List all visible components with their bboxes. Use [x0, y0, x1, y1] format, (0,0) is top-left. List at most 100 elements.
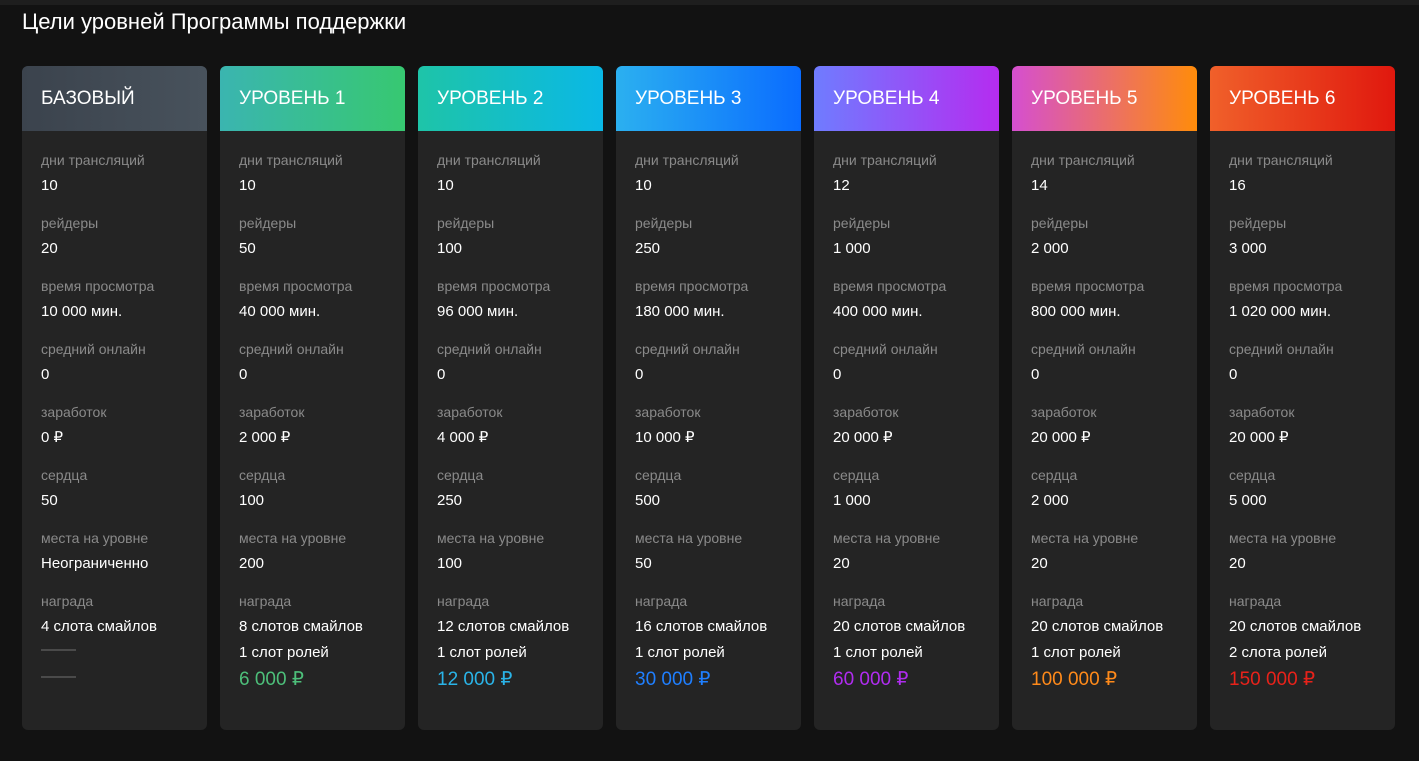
stat-raiders: рейдеры 100 [437, 215, 584, 260]
stat-label: заработок [239, 404, 305, 420]
stat-label: рейдеры [833, 215, 891, 231]
stat-avg-online: средний онлайн 0 [1229, 341, 1376, 386]
stat-raiders: рейдеры 20 [41, 215, 188, 260]
stat-label: дни трансляций [833, 152, 937, 168]
stat-label: сердца [437, 467, 484, 483]
level-card-body: дни трансляций 10 рейдеры 20 время просм… [22, 131, 207, 678]
level-card-5: УРОВЕНЬ 5 дни трансляций 14 рейдеры 2 00… [1012, 66, 1197, 730]
stat-label: награда [1031, 593, 1084, 609]
stat-label: средний онлайн [239, 341, 344, 357]
level-name: УРОВЕНЬ 2 [437, 87, 544, 109]
stat-label: средний онлайн [1031, 341, 1136, 357]
stat-slots: места на уровне 20 [1229, 530, 1376, 575]
stat-label: дни трансляций [1031, 152, 1135, 168]
stat-value: 12 [833, 177, 850, 194]
level-card-header: УРОВЕНЬ 5 [1012, 66, 1197, 131]
stat-label: места на уровне [1229, 530, 1337, 546]
stat-watch-time: время просмотра 400 000 мин. [833, 278, 980, 323]
level-card-body: дни трансляций 12 рейдеры 1 000 время пр… [814, 131, 999, 691]
stat-label: время просмотра [1229, 278, 1343, 294]
stat-label: места на уровне [1031, 530, 1139, 546]
page-title: Цели уровней Программы поддержки [22, 9, 407, 34]
stat-value: 10 [437, 177, 454, 194]
stat-reward: награда 16 слотов смайлов 1 слот ролей 30… [635, 593, 782, 691]
stat-value: 2 000 [1031, 492, 1069, 509]
stat-value: 20 000 ₽ [833, 429, 893, 446]
stat-watch-time: время просмотра 96 000 мин. [437, 278, 584, 323]
level-card-header: УРОВЕНЬ 3 [616, 66, 801, 131]
stat-stream-days: дни трансляций 10 [437, 152, 584, 197]
stat-label: средний онлайн [635, 341, 740, 357]
stat-label: дни трансляций [239, 152, 343, 168]
stat-raiders: рейдеры 2 000 [1031, 215, 1178, 260]
reward-line: 16 слотов смайлов [635, 618, 768, 635]
stat-value: 0 [437, 366, 446, 383]
level-card-body: дни трансляций 14 рейдеры 2 000 время пр… [1012, 131, 1197, 691]
stat-value: 200 [239, 555, 265, 572]
stat-value: 100 [437, 555, 463, 572]
stat-value: 10 [239, 177, 256, 194]
stat-value: 1 000 [833, 492, 871, 509]
placeholder-dash [41, 676, 76, 678]
stat-label: заработок [1229, 404, 1295, 420]
stat-value: 250 [437, 492, 463, 509]
level-card-0: БАЗОВЫЙ дни трансляций 10 рейдеры 20 вре… [22, 66, 207, 730]
reward-line: 1 слот ролей [437, 644, 527, 661]
stat-avg-online: средний онлайн 0 [239, 341, 386, 386]
top-bar [0, 0, 1419, 5]
stat-label: заработок [1031, 404, 1097, 420]
stat-reward: награда 20 слотов смайлов 1 слот ролей 60… [833, 593, 980, 691]
reward-line: 1 слот ролей [1031, 644, 1121, 661]
stat-value: 10 [41, 177, 58, 194]
stat-reward: награда 20 слотов смайлов 1 слот ролей 10… [1031, 593, 1178, 691]
level-price: 12 000 ₽ [437, 669, 513, 690]
stat-slots: места на уровне 100 [437, 530, 584, 575]
stat-label: награда [833, 593, 886, 609]
stat-label: время просмотра [635, 278, 749, 294]
stat-value: 20 [1229, 555, 1246, 572]
stat-value: 0 [833, 366, 842, 383]
stat-label: средний онлайн [833, 341, 938, 357]
stat-value: 10 [635, 177, 652, 194]
stat-value: 0 [1229, 366, 1238, 383]
stat-value: 20 000 ₽ [1031, 429, 1091, 446]
stat-slots: места на уровне 20 [833, 530, 980, 575]
stat-value: 500 [635, 492, 661, 509]
stat-raiders: рейдеры 250 [635, 215, 782, 260]
stat-label: время просмотра [437, 278, 551, 294]
stat-label: награда [635, 593, 688, 609]
reward-line: 20 слотов смайлов [1031, 618, 1164, 635]
stat-earnings: заработок 10 000 ₽ [635, 404, 782, 449]
stat-value: 50 [635, 555, 652, 572]
stat-raiders: рейдеры 3 000 [1229, 215, 1376, 260]
reward-line: 20 слотов смайлов [1229, 618, 1362, 635]
stat-label: места на уровне [635, 530, 743, 546]
level-name: БАЗОВЫЙ [41, 87, 135, 109]
stat-value: 100 [437, 240, 463, 257]
stat-value: 1 020 000 мин. [1229, 303, 1332, 320]
stat-watch-time: время просмотра 800 000 мин. [1031, 278, 1178, 323]
placeholder-dash [41, 649, 76, 651]
stat-label: заработок [41, 404, 107, 420]
stat-label: время просмотра [239, 278, 353, 294]
level-card-header: БАЗОВЫЙ [22, 66, 207, 131]
stat-value: 1 000 [833, 240, 871, 257]
stat-label: награда [437, 593, 490, 609]
stat-value: 5 000 [1229, 492, 1267, 509]
stat-earnings: заработок 20 000 ₽ [1031, 404, 1178, 449]
stat-value: 400 000 мин. [833, 303, 923, 320]
reward-line: 4 слота смайлов [41, 618, 157, 635]
stat-label: заработок [635, 404, 701, 420]
reward-line: 20 слотов смайлов [833, 618, 966, 635]
stat-label: места на уровне [239, 530, 347, 546]
level-card-body: дни трансляций 16 рейдеры 3 000 время пр… [1210, 131, 1395, 691]
stat-value: 50 [239, 240, 256, 257]
level-price: 30 000 ₽ [635, 669, 711, 690]
level-card-1: УРОВЕНЬ 1 дни трансляций 10 рейдеры 50 в… [220, 66, 405, 730]
stat-value: 0 [239, 366, 248, 383]
reward-list: 20 слотов смайлов 1 слот ролей [833, 618, 980, 662]
reward-line: 1 слот ролей [635, 644, 725, 661]
stat-value: 20 [833, 555, 850, 572]
stat-label: награда [41, 593, 94, 609]
stat-hearts: сердца 250 [437, 467, 584, 512]
